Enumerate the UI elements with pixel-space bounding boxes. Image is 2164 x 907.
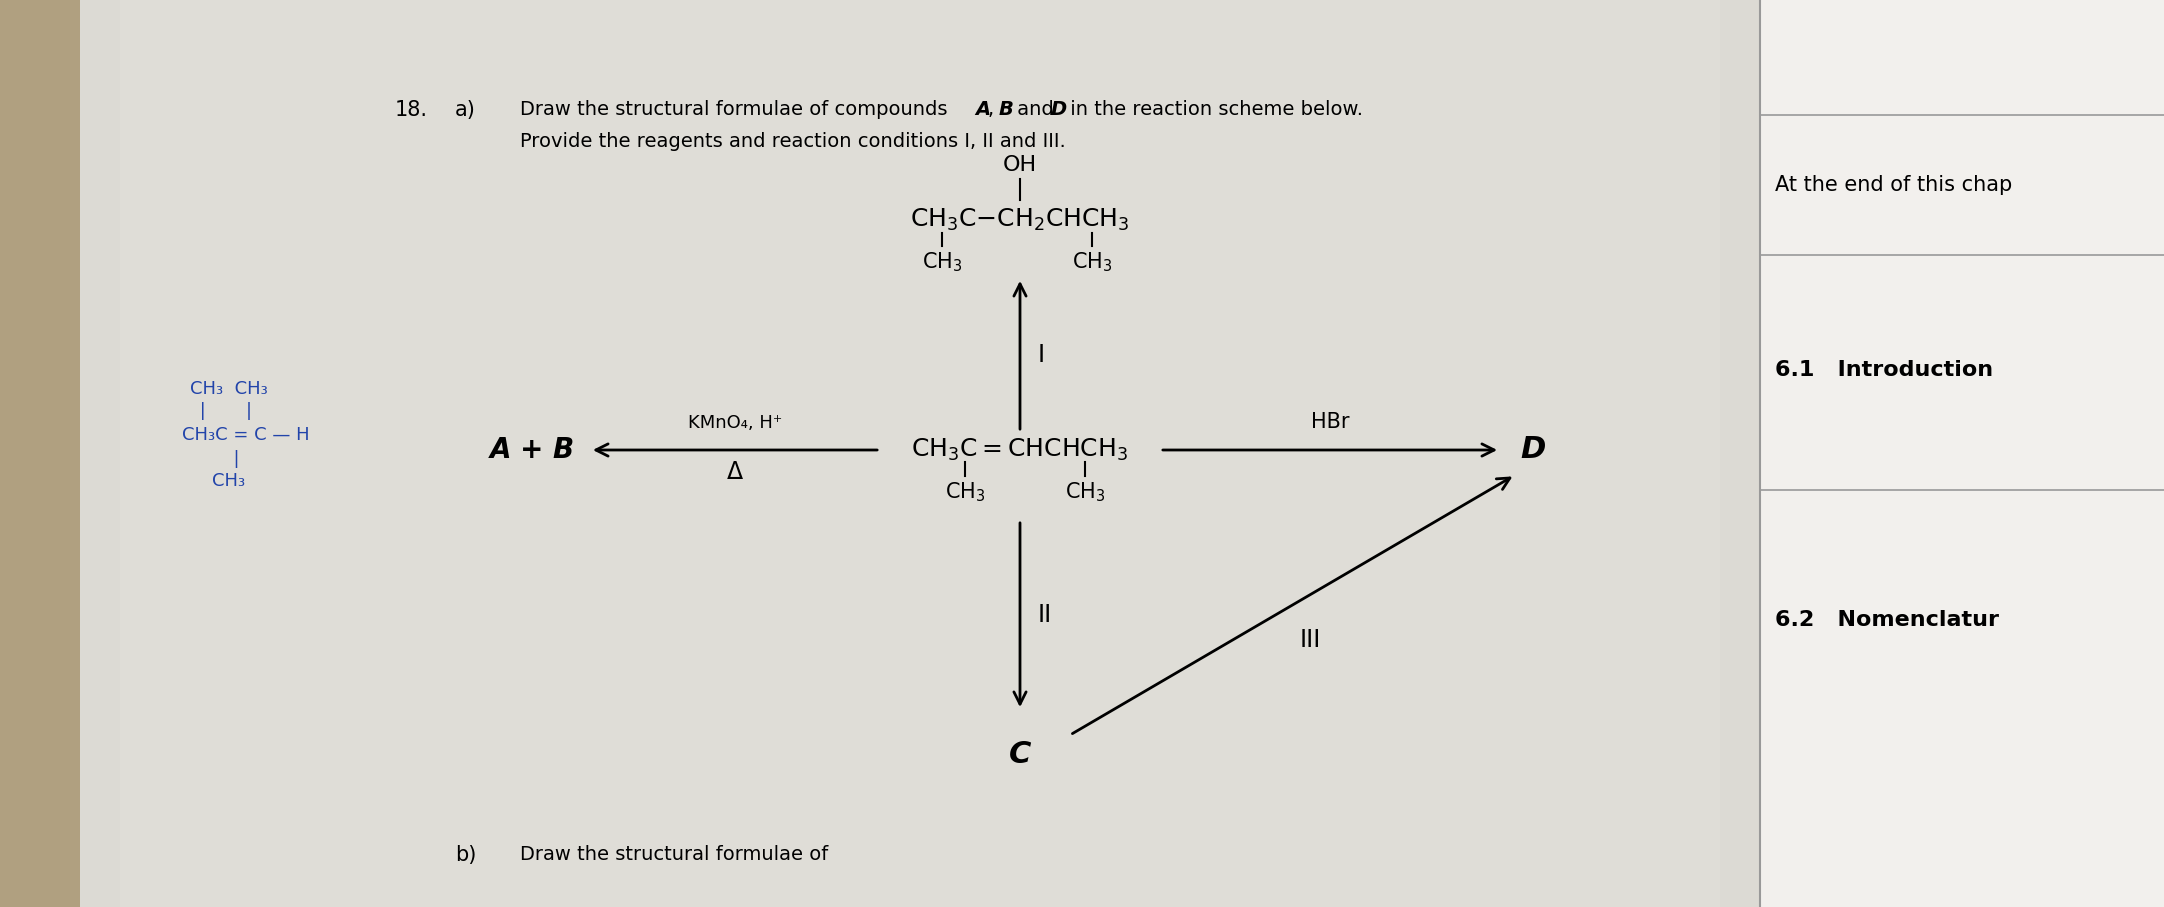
- Text: II: II: [1039, 603, 1052, 627]
- Text: A: A: [976, 100, 991, 119]
- Text: A + B: A + B: [489, 436, 576, 464]
- Text: Draw the structural formulae of compounds: Draw the structural formulae of compound…: [519, 100, 954, 119]
- Text: $\mathrm{CH_3}$: $\mathrm{CH_3}$: [946, 480, 985, 503]
- Text: KMnO₄, H⁺: KMnO₄, H⁺: [688, 414, 781, 432]
- Text: 6.2   Nomenclatur: 6.2 Nomenclatur: [1774, 610, 2000, 630]
- Text: D: D: [1519, 435, 1545, 464]
- Text: At the end of this chap: At the end of this chap: [1774, 175, 2013, 195]
- Text: ,: ,: [989, 100, 1000, 119]
- Text: III: III: [1298, 628, 1320, 652]
- Text: OH: OH: [1002, 155, 1037, 175]
- Text: Draw the structural formulae of: Draw the structural formulae of: [519, 845, 829, 864]
- Bar: [119, 0, 1720, 907]
- Text: |       |: | |: [195, 402, 251, 420]
- Text: $\mathrm{CH_3}$: $\mathrm{CH_3}$: [1065, 480, 1106, 503]
- Text: and: and: [1011, 100, 1060, 119]
- Text: in the reaction scheme below.: in the reaction scheme below.: [1065, 100, 1363, 119]
- Bar: [80, 0, 1770, 907]
- Text: $\mathrm{CH_3}$: $\mathrm{CH_3}$: [922, 250, 963, 274]
- Text: C: C: [1008, 740, 1032, 769]
- Text: $\mathrm{CH_3}$: $\mathrm{CH_3}$: [1071, 250, 1112, 274]
- Text: D: D: [1052, 100, 1067, 119]
- Text: a): a): [454, 100, 476, 120]
- Text: Provide the reagents and reaction conditions I, II and III.: Provide the reagents and reaction condit…: [519, 132, 1065, 151]
- Text: HBr: HBr: [1311, 412, 1348, 432]
- Bar: [1759, 0, 2164, 907]
- Text: 18.: 18.: [396, 100, 428, 120]
- Text: |: |: [223, 450, 240, 468]
- Text: B: B: [1000, 100, 1015, 119]
- Text: CH₃  CH₃: CH₃ CH₃: [190, 380, 268, 398]
- Text: b): b): [454, 845, 476, 865]
- Text: 6.1   Introduction: 6.1 Introduction: [1774, 360, 1993, 380]
- Text: $\mathrm{CH_3C{-}CH_2CHCH_3}$: $\mathrm{CH_3C{-}CH_2CHCH_3}$: [911, 207, 1130, 233]
- Text: Δ: Δ: [727, 460, 742, 484]
- Text: CH₃: CH₃: [212, 472, 245, 490]
- Text: $\mathrm{CH_3C{=}CHCHCH_3}$: $\mathrm{CH_3C{=}CHCHCH_3}$: [911, 437, 1130, 463]
- Text: I: I: [1039, 343, 1045, 367]
- Text: CH₃C = C — H: CH₃C = C — H: [182, 426, 309, 444]
